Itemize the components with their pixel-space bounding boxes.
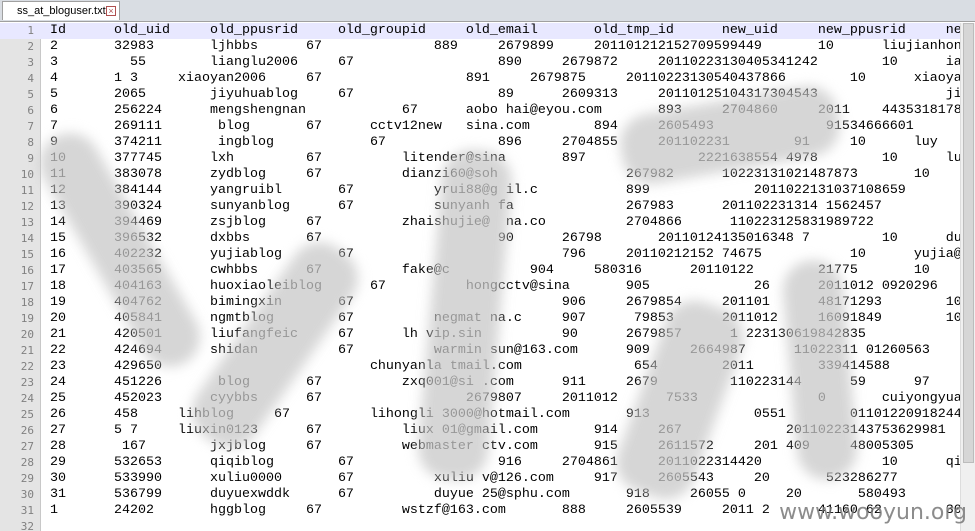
line-number: 14: [20, 232, 34, 245]
line-number: 25: [20, 408, 34, 421]
text-line: 2 2 32983 ljhbbs 67 889 2679899 201101212…: [0, 39, 960, 55]
scrollbar[interactable]: [960, 23, 975, 531]
line-number: 11: [20, 184, 34, 197]
text-line: 15 16 402232 yujiablog 67 796 20110212152…: [0, 247, 960, 263]
line-number: 1: [27, 24, 34, 37]
line-number: 31: [20, 504, 34, 517]
tab-title: ss_at_bloguser.txt: [17, 5, 106, 17]
line-number: 13: [20, 216, 34, 229]
text-line: 29 30 533990 xuliu0000 67 xuliu v@126.com…: [0, 471, 960, 487]
line-number: 28: [20, 456, 34, 469]
text-line: 30 31 536799 duyuexwddk 67 duyue 25@sphu.…: [0, 487, 960, 503]
close-tab-button[interactable]: ×: [106, 6, 116, 16]
line-number: 17: [20, 280, 34, 293]
line-number: 32: [20, 520, 34, 531]
line-number: 12: [20, 200, 34, 213]
watermark: www.wooyun.org: [779, 500, 967, 525]
line-number: 5: [27, 88, 34, 101]
line-number: 23: [20, 376, 34, 389]
line-gutter: [0, 23, 41, 531]
line-number: 22: [20, 360, 34, 373]
text-line: 31 1 24202 hggblog 67 wstzf@163.com 888 2…: [0, 503, 960, 519]
line-number: 10: [20, 168, 34, 181]
line-text: 30 533990 xuliu0000 67 xuliu v@126.com 9…: [50, 471, 898, 486]
text-line: 1 Id old_uid old_ppusrid old_groupid old_…: [0, 23, 960, 39]
line-text: 4 1 3 xiaoyan2006 67 891 2679875 2011022…: [50, 71, 960, 86]
text-line: 32: [0, 519, 960, 531]
line-number: 2: [27, 40, 34, 53]
text-line: 3 3 55 lianglu2006 67 890 2679872 2011022…: [0, 55, 960, 71]
line-number: 27: [20, 440, 34, 453]
line-number: 7: [27, 120, 34, 133]
text-line: 4 4 1 3 xiaoyan2006 67 891 2679875 201102…: [0, 71, 960, 87]
line-number: 26: [20, 424, 34, 437]
line-number: 4: [27, 72, 34, 85]
line-number: 9: [27, 152, 34, 165]
line-text: Id old_uid old_ppusrid old_groupid old_e…: [50, 23, 960, 38]
line-number: 16: [20, 264, 34, 277]
scrollbar-thumb[interactable]: [963, 23, 974, 463]
line-number: 30: [20, 488, 34, 501]
line-number: 24: [20, 392, 34, 405]
line-number: 8: [27, 136, 34, 149]
line-text: 3 55 lianglu2006 67 890 2679872 20110223…: [50, 55, 960, 70]
line-number: 19: [20, 312, 34, 325]
line-text: 2 32983 ljhbbs 67 889 2679899 2011012121…: [50, 39, 960, 54]
line-number: 29: [20, 472, 34, 485]
line-number: 15: [20, 248, 34, 261]
line-number: 20: [20, 328, 34, 341]
line-number: 18: [20, 296, 34, 309]
line-text: 16 402232 yujiablog 67 796 20110212152 7…: [50, 247, 960, 262]
line-text: 1 24202 hggblog 67 wstzf@163.com 888 260…: [50, 503, 960, 518]
tab-bar: ss_at_bloguser.txt ×: [0, 0, 975, 22]
line-number: 21: [20, 344, 34, 357]
line-text: 31 536799 duyuexwddk 67 duyue 25@sphu.co…: [50, 487, 906, 502]
file-tab[interactable]: ss_at_bloguser.txt ×: [2, 1, 120, 20]
line-number: 6: [27, 104, 34, 117]
line-number: 3: [27, 56, 34, 69]
